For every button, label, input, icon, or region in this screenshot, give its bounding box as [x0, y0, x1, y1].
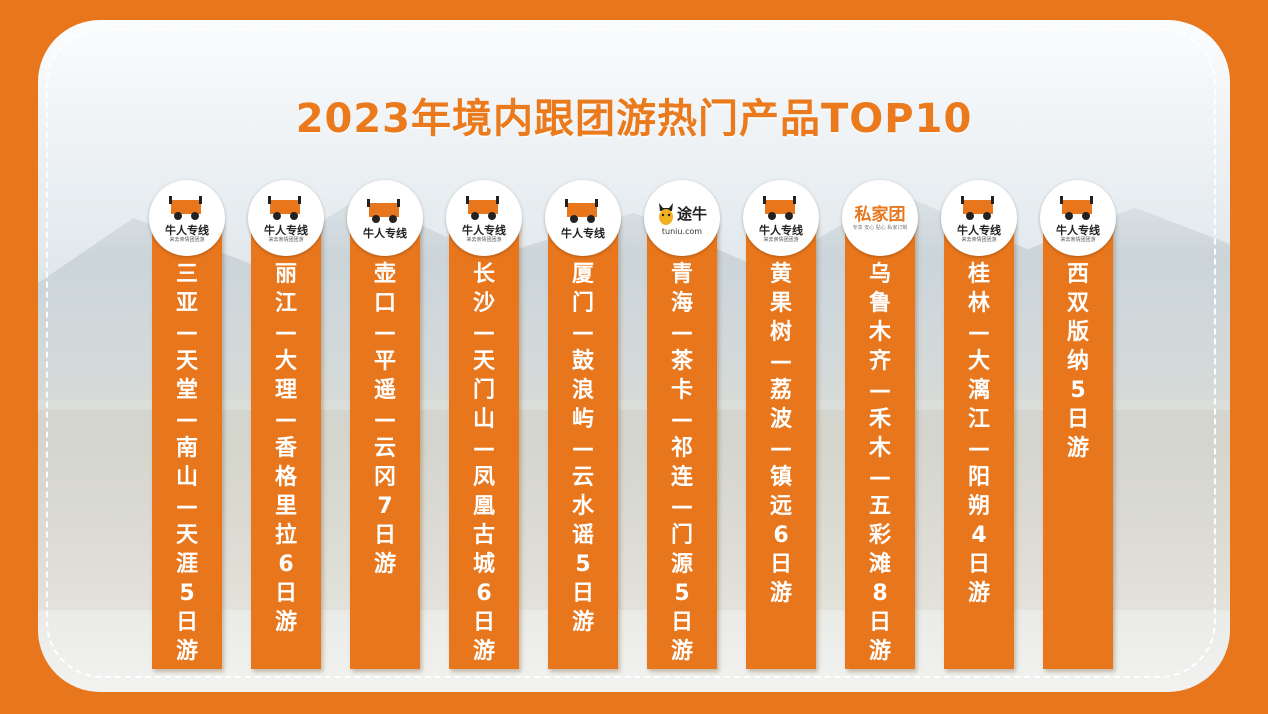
brand-logo-badge: 牛人专线 [347, 180, 423, 256]
brand-logo-badge: 牛人专线 [545, 180, 621, 256]
product-column: 长沙 — 天门山 — 凤凰古城 6 日游 [449, 220, 519, 669]
product-route-text: 长沙 — 天门山 — 凤凰古城 6 日游 [472, 262, 495, 664]
brand-name: 牛人专线 [1056, 223, 1100, 237]
product-column: 壶口 — 平遥 — 云冈 7 日游 [350, 220, 420, 669]
product-route-text: 乌鲁木齐 — 禾木 — 五彩滩 8 日游 [868, 262, 891, 664]
brand-logo-badge: 牛人专线 来去亲情团团游 [1040, 180, 1116, 256]
brand-logo-badge: 牛人专线 来去亲情团团游 [446, 180, 522, 256]
truck-icon [367, 198, 400, 223]
product-column: 厦门 — 鼓浪屿 — 云水谣 5 日游 [548, 220, 618, 669]
product-route-text: 厦门 — 鼓浪屿 — 云水谣 5 日游 [571, 262, 594, 635]
tuniu-mascot-icon [658, 202, 673, 225]
product-route-text: 青海 — 茶卡 — 祁连 — 门源 5 日游 [670, 262, 693, 664]
truck-icon [268, 195, 301, 220]
brand-name: 牛人专线 [462, 223, 506, 237]
brand-name: 途牛 [676, 204, 707, 223]
product-column: 三亚 — 天堂 — 南山 — 天涯 5 日游 [152, 220, 222, 669]
dashed-frame [46, 28, 1216, 678]
product-column: 乌鲁木齐 — 禾木 — 五彩滩 8 日游 [845, 220, 915, 669]
brand-tagline: 来去亲情团团游 [961, 236, 997, 243]
product-route-text: 丽江 — 大理 — 香格里拉 6 日游 [274, 262, 297, 635]
brand-logo-badge: 私家团 专享 安心 贴心 私家订制 [842, 180, 918, 256]
brand-name: 牛人专线 [165, 223, 209, 237]
brand-tagline: 来去亲情团团游 [466, 236, 502, 243]
brand-tagline: 专享 安心 贴心 私家订制 [852, 224, 908, 231]
brand-name: 牛人专线 [264, 223, 308, 237]
brand-name: 私家团 [854, 204, 906, 225]
product-route-text: 壶口 — 平遥 — 云冈 7 日游 [373, 262, 396, 577]
brand-name: 牛人专线 [363, 226, 407, 240]
truck-icon [763, 195, 796, 220]
brand-logo-badge: 牛人专线 来去亲情团团游 [941, 180, 1017, 256]
product-route-text: 桂林 — 大漓江 — 阳朔 4 日游 [967, 262, 990, 606]
product-column: 丽江 — 大理 — 香格里拉 6 日游 [251, 220, 321, 669]
brand-tagline: 来去亲情团团游 [268, 236, 304, 243]
product-column: 青海 — 茶卡 — 祁连 — 门源 5 日游 [647, 220, 717, 669]
brand-url: tuniu.com [661, 226, 703, 236]
brand-name: 牛人专线 [561, 226, 605, 240]
product-route-text: 黄果树 — 荔波 — 镇远 6 日游 [769, 262, 792, 606]
brand-name: 牛人专线 [759, 223, 803, 237]
truck-icon [1060, 195, 1093, 220]
truck-icon [466, 195, 499, 220]
brand-tagline: 来去亲情团团游 [169, 236, 205, 243]
background-panel [38, 20, 1230, 692]
brand-logo-badge: 途牛 tuniu.com [644, 180, 720, 256]
truck-icon [169, 195, 202, 220]
brand-logo-badge: 牛人专线 来去亲情团团游 [743, 180, 819, 256]
product-route-text: 三亚 — 天堂 — 南山 — 天涯 5 日游 [175, 262, 198, 664]
brand-tagline: 来去亲情团团游 [763, 236, 799, 243]
brand-tagline: 来去亲情团团游 [1060, 236, 1096, 243]
product-column: 桂林 — 大漓江 — 阳朔 4 日游 [944, 220, 1014, 669]
truck-icon [961, 195, 994, 220]
product-column: 黄果树 — 荔波 — 镇远 6 日游 [746, 220, 816, 669]
brand-logo-badge: 牛人专线 来去亲情团团游 [248, 180, 324, 256]
page-title: 2023年境内跟团游热门产品TOP10 [295, 96, 973, 142]
valley-backdrop [38, 410, 1230, 610]
brand-logo-badge: 牛人专线 来去亲情团团游 [149, 180, 225, 256]
brand-name: 牛人专线 [957, 223, 1001, 237]
truck-icon [565, 198, 598, 223]
